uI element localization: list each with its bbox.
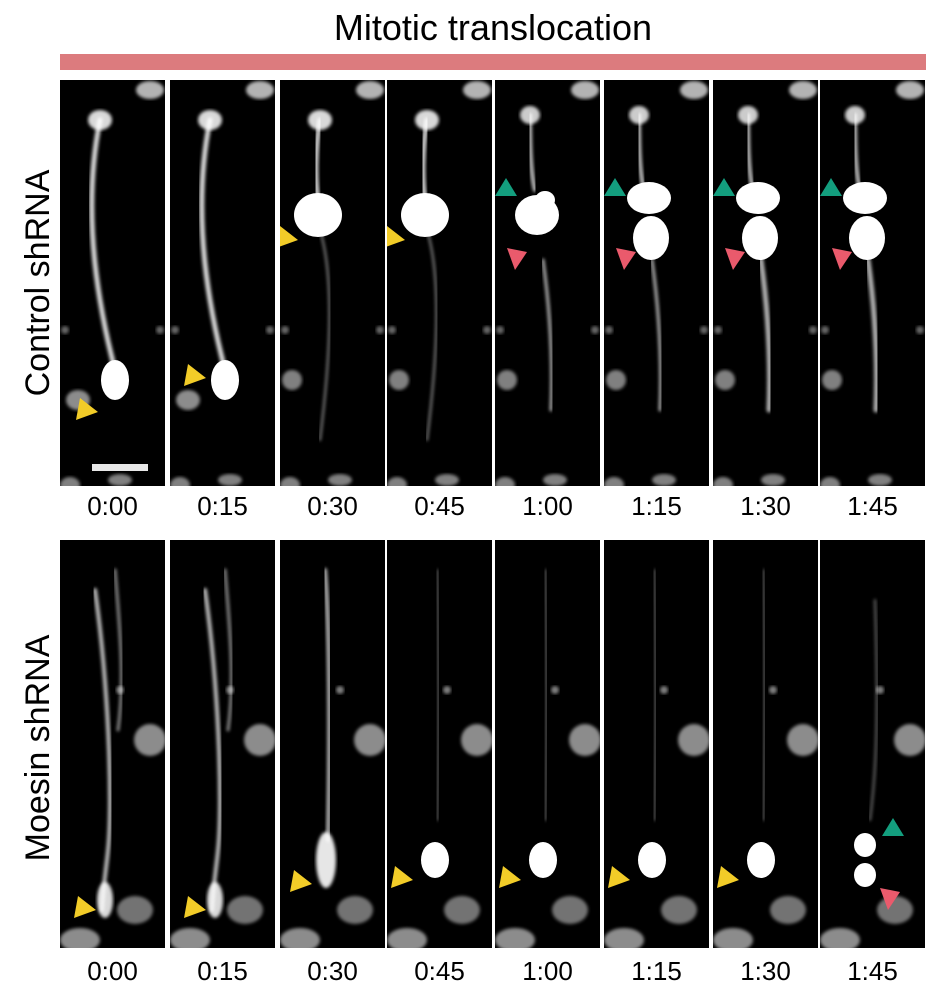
panel-moesin-1-00 xyxy=(495,540,600,948)
mitotic-translocation-bar xyxy=(60,54,926,70)
time-label: 1:30 xyxy=(740,956,791,986)
micrograph xyxy=(713,81,817,486)
panel-moesin-0-45 xyxy=(387,540,492,948)
scale-bar xyxy=(92,464,148,471)
micrograph xyxy=(495,569,600,948)
panel-moesin-1-15 xyxy=(604,540,709,948)
micrograph xyxy=(820,81,924,486)
panel-control-0-30 xyxy=(280,80,385,486)
panel-control-1-30 xyxy=(713,80,818,486)
micrograph xyxy=(280,81,384,486)
time-label: 0:45 xyxy=(414,956,465,986)
panel-moesin-1-30 xyxy=(713,540,818,948)
time-label: 0:00 xyxy=(87,491,138,521)
panel-moesin-0-00 xyxy=(60,540,165,948)
time-label: 1:45 xyxy=(847,491,898,521)
micrograph xyxy=(387,81,491,486)
time-label: 0:45 xyxy=(414,491,465,521)
micrograph xyxy=(604,81,708,486)
time-label: 1:00 xyxy=(522,491,573,521)
time-label: 1:15 xyxy=(631,491,682,521)
panel-moesin-0-15 xyxy=(170,540,275,948)
time-label: 0:00 xyxy=(87,956,138,986)
micrograph xyxy=(60,81,164,486)
panel-control-0-45 xyxy=(387,80,492,486)
row-label-moesin: Moesin shRNA xyxy=(19,634,57,862)
panel-control-0-15 xyxy=(170,80,275,486)
figure-title: Mitotic translocation xyxy=(333,7,653,48)
panel-moesin-0-30 xyxy=(280,540,385,948)
time-label: 0:30 xyxy=(307,491,358,521)
time-label: 0:15 xyxy=(197,956,248,986)
panel-control-1-00 xyxy=(495,80,600,486)
panel-control-1-45 xyxy=(820,80,925,486)
row-label-control: Control shRNA xyxy=(19,169,57,397)
micrograph xyxy=(170,568,275,948)
time-label: 1:00 xyxy=(522,956,573,986)
micrograph xyxy=(495,81,599,486)
time-label: 1:30 xyxy=(740,491,791,521)
micrograph xyxy=(280,568,385,948)
panel-control-1-15 xyxy=(604,80,709,486)
micrograph xyxy=(60,568,165,948)
time-label: 0:30 xyxy=(307,956,358,986)
micrograph xyxy=(604,569,709,948)
time-label: 1:15 xyxy=(631,956,682,986)
panel-moesin-1-45 xyxy=(820,540,925,948)
micrograph xyxy=(820,599,925,948)
panel-control-0-00 xyxy=(60,80,165,486)
time-label: 0:15 xyxy=(197,491,248,521)
time-label: 1:45 xyxy=(847,956,898,986)
micrograph xyxy=(170,81,274,486)
micrograph xyxy=(713,569,818,948)
micrograph xyxy=(387,569,492,948)
